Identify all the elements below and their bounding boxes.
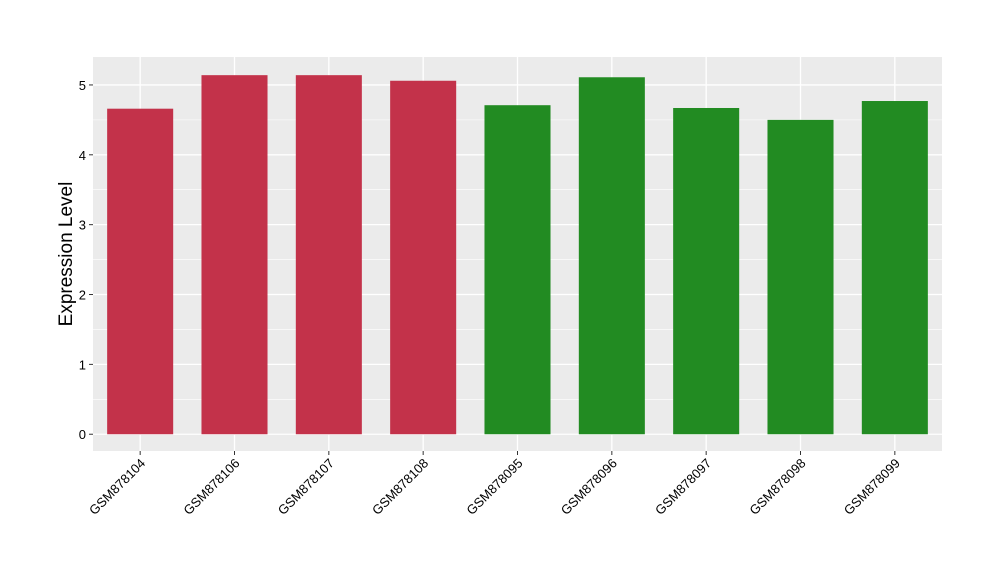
- x-tick-label: GSM878107: [275, 456, 337, 518]
- bar: [673, 107, 740, 435]
- bar: [390, 80, 457, 435]
- y-axis-label: Expression Level: [56, 182, 77, 327]
- y-tick-label: 3: [79, 218, 86, 233]
- bar: [201, 75, 268, 435]
- bar: [861, 101, 928, 435]
- x-tick-label: GSM878099: [841, 456, 903, 518]
- y-tick-label: 2: [79, 288, 86, 303]
- x-tick-label: GSM878096: [558, 456, 620, 518]
- x-tick-label: GSM878095: [463, 456, 525, 518]
- y-tick-label: 1: [79, 357, 86, 372]
- x-tick-label: GSM878108: [369, 456, 431, 518]
- bar: [767, 119, 834, 435]
- y-tick-label: 5: [79, 78, 86, 93]
- x-tick-label: GSM878097: [652, 456, 714, 518]
- bar: [578, 77, 645, 435]
- bar: [484, 105, 551, 435]
- y-tick-label: 4: [79, 148, 86, 163]
- x-tick-label: GSM878106: [180, 456, 242, 518]
- x-tick-label: GSM878098: [746, 456, 808, 518]
- y-tick-label: 0: [79, 427, 86, 442]
- bar: [295, 75, 362, 435]
- x-tick-label: GSM878104: [86, 456, 148, 518]
- bar: [107, 108, 174, 435]
